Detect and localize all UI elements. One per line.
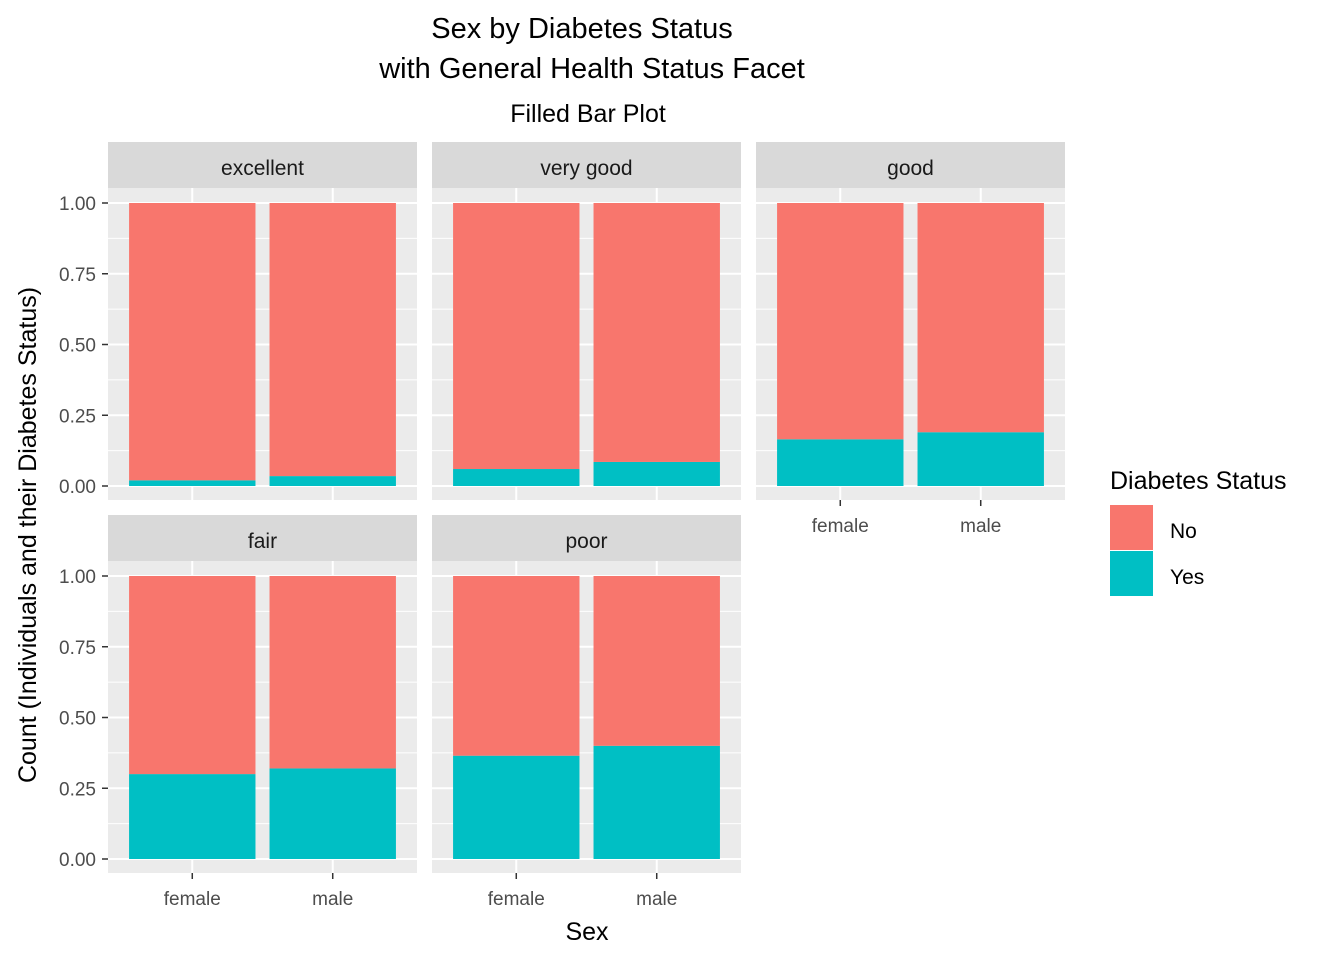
facet-strip	[432, 142, 741, 188]
x-tick-label: female	[488, 889, 545, 910]
bar-no-female	[453, 203, 580, 470]
x-tick-label: female	[812, 516, 869, 537]
y-tick-label: 0.25	[59, 406, 96, 427]
bar-yes-female	[453, 755, 580, 859]
legend-key-yes	[1110, 551, 1153, 596]
facet-strip-label: fair	[248, 530, 277, 553]
legend-label-no: No	[1170, 520, 1197, 543]
bar-no-male	[593, 203, 720, 462]
bar-no-female	[129, 576, 256, 775]
bar-yes-male	[917, 432, 1044, 486]
bar-no-female	[129, 203, 256, 481]
facet-strip-label: excellent	[221, 157, 304, 180]
bar-yes-male	[593, 745, 720, 859]
bar-yes-female	[777, 439, 904, 486]
facet-strip	[108, 142, 417, 188]
bar-no-male	[917, 203, 1044, 433]
facet-panel: very good	[432, 142, 741, 500]
x-tick-label: male	[636, 889, 677, 910]
facet-strip-label: good	[887, 157, 934, 180]
facet-strip	[756, 142, 1065, 188]
legend-label-yes: Yes	[1170, 566, 1204, 589]
chart-title-line2: with General Health Status Facet	[378, 53, 805, 85]
facet-panel: fair 0.00 0.25 0.50 0.75 1.00 female male	[59, 515, 417, 910]
chart-title-line1: Sex by Diabetes Status	[431, 13, 732, 45]
facet-panel: excellent 0.00 0.25 0.50 0.75 1.00	[59, 142, 417, 500]
x-tick-label: female	[164, 889, 221, 910]
facet-strip-label: very good	[540, 157, 632, 180]
x-tick-label: male	[312, 889, 353, 910]
bar-no-male	[593, 576, 720, 746]
bar-yes-male	[269, 476, 396, 486]
y-axis-title: Count (Individuals and their Diabetes St…	[14, 287, 42, 783]
y-tick-label: 0.25	[59, 779, 96, 800]
bar-yes-male	[269, 768, 396, 859]
y-tick-label: 0.75	[59, 265, 96, 286]
bar-yes-female	[129, 480, 256, 486]
x-axis-title: Sex	[565, 918, 609, 946]
y-tick-label: 0.50	[59, 709, 96, 730]
legend-title: Diabetes Status	[1110, 467, 1287, 495]
bar-yes-female	[129, 774, 256, 859]
chart-subtitle: Filled Bar Plot	[510, 100, 666, 128]
facet-panel: poor female male	[432, 515, 741, 910]
bar-no-female	[453, 576, 580, 756]
facet-strip	[108, 515, 417, 561]
x-tick-label: male	[960, 516, 1001, 537]
facet-panels: excellent 0.00 0.25 0.50 0.75 1.00 very good go…	[59, 142, 1065, 910]
bar-yes-male	[593, 461, 720, 486]
y-tick-label: 1.00	[59, 567, 96, 588]
facet-strip	[432, 515, 741, 561]
bar-no-male	[269, 203, 396, 477]
facet-strip-label: poor	[565, 530, 607, 553]
legend-key-no	[1110, 505, 1153, 550]
y-tick-label: 0.50	[59, 336, 96, 357]
bar-no-male	[269, 576, 396, 769]
facet-panel: good female male	[756, 142, 1065, 537]
y-tick-label: 0.75	[59, 638, 96, 659]
y-tick-label: 0.00	[59, 850, 96, 871]
bar-yes-female	[453, 469, 580, 486]
y-tick-label: 1.00	[59, 194, 96, 215]
legend: Diabetes Status No Yes	[1110, 467, 1287, 596]
bar-no-female	[777, 203, 904, 440]
y-tick-label: 0.00	[59, 477, 96, 498]
